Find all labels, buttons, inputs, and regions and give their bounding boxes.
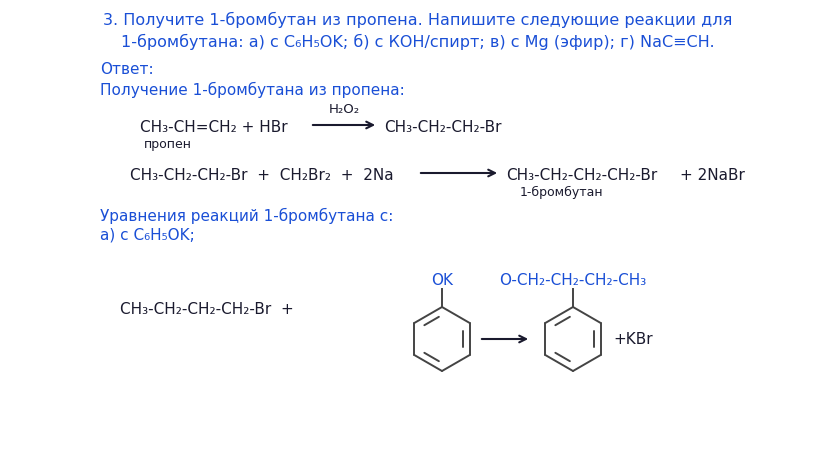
- Text: CH₃-CH₂-CH₂-CH₂-Br  +: CH₃-CH₂-CH₂-CH₂-Br +: [120, 302, 293, 317]
- Text: OK: OK: [431, 272, 453, 288]
- Text: Уравнения реакций 1-бромбутана с:: Уравнения реакций 1-бромбутана с:: [100, 207, 394, 224]
- Text: CH₃-CH=CH₂ + HBr: CH₃-CH=CH₂ + HBr: [140, 120, 288, 135]
- Text: O-CH₂-CH₂-CH₂-CH₃: O-CH₂-CH₂-CH₂-CH₃: [499, 272, 646, 288]
- Text: Ответ:: Ответ:: [100, 62, 154, 77]
- Text: CH₃-CH₂-CH₂-CH₂-Br: CH₃-CH₂-CH₂-CH₂-Br: [506, 168, 657, 182]
- Text: + 2NaBr: + 2NaBr: [680, 168, 745, 182]
- Text: CH₃-CH₂-CH₂-Br: CH₃-CH₂-CH₂-Br: [384, 120, 502, 135]
- Text: CH₃-CH₂-CH₂-Br  +  CH₂Br₂  +  2Na: CH₃-CH₂-CH₂-Br + CH₂Br₂ + 2Na: [130, 168, 394, 182]
- Text: 1-бромбутана: а) с C₆H₅OK; б) с КОН/спирт; в) с Mg (эфир); г) NaC≡CH.: 1-бромбутана: а) с C₆H₅OK; б) с КОН/спир…: [121, 34, 715, 50]
- Text: 1-бромбутан: 1-бромбутан: [520, 186, 604, 199]
- Text: 3. Получите 1-бромбутан из пропена. Напишите следующие реакции для: 3. Получите 1-бромбутан из пропена. Напи…: [104, 12, 732, 28]
- Text: +KBr: +KBr: [613, 332, 653, 347]
- Text: а) с C₆H₅OK;: а) с C₆H₅OK;: [100, 227, 195, 243]
- Text: Получение 1-бромбутана из пропена:: Получение 1-бромбутана из пропена:: [100, 82, 405, 98]
- Text: пропен: пропен: [144, 138, 192, 150]
- Text: H₂O₂: H₂O₂: [329, 103, 359, 116]
